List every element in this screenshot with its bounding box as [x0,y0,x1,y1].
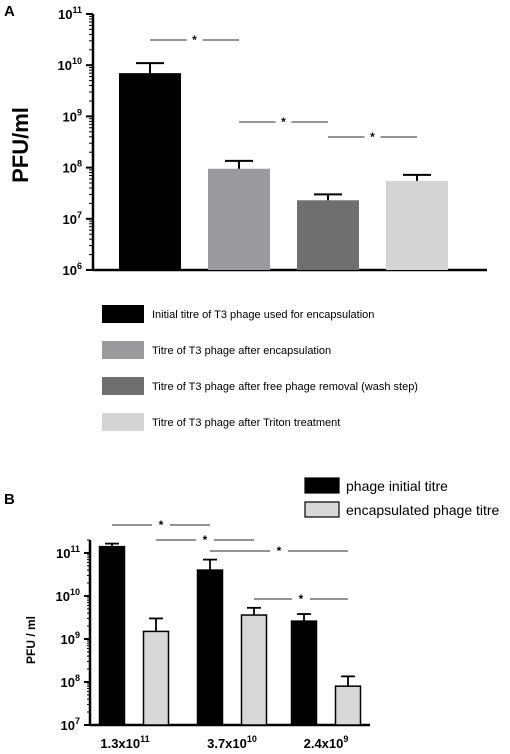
panel-b-bar [334,685,362,726]
panel-b-bar [98,545,126,726]
panel-b-tick-label: 109 [61,630,80,647]
panel-a-tick-label: 1010 [58,56,82,73]
panel-a-tick-label: 1011 [58,5,82,22]
panel-b-legend-swatch [304,501,340,518]
panel-b-significance-star: * [277,544,282,558]
panel-a-significance-star: * [192,33,197,47]
panel-b-letter: B [4,491,15,508]
panel-a-tick-label: 107 [63,210,82,227]
panel-a-chart: A PFU/ml 106 107 108 109 1010 1011 * * * [4,3,487,278]
panel-b-category-label: 3.7x1010 [207,734,257,751]
panel-a-bar [386,180,448,270]
panel-b-chart: B PFU / ml 107 108 109 1010 1011 * * * * 1.3x10… [4,491,370,751]
panel-a-y-axis-label: PFU/ml [8,107,33,183]
panel-b-significance-star: * [299,592,304,606]
panel-b-bar [196,569,224,726]
panel-a-tick-label: 106 [63,261,82,278]
panel-b-legend-swatch [304,477,340,494]
panel-b-tick-label: 1011 [56,544,80,561]
panel-b-bar [142,630,170,726]
panel-a-legend-label: Titre of T3 phage after free phage remov… [152,381,418,393]
panel-b-tick-label: 1010 [56,587,80,604]
panel-b-legend: phage initial titre encapsulated phage ti… [304,477,500,518]
panel-b-category-label: 1.3x1011 [100,734,149,751]
panel-a-legend-swatch [102,341,144,359]
panel-a-legend-label: Titre of T3 phage after encapsulation [152,345,331,357]
panel-b-y-axis-label: PFU / ml [24,616,38,664]
panel-b-significance-star: * [203,533,208,547]
panel-a-bar [297,200,359,270]
panel-a-bar [208,168,270,270]
panel-b-tick-label: 108 [61,673,80,690]
panel-b-legend-label: encapsulated phage titre [346,502,500,518]
panel-b-bar [240,614,268,726]
panel-a-legend-swatch [102,413,144,431]
panel-a-legend-label: Initial titre of T3 phage used for encap… [152,309,374,321]
panel-a-legend-label: Titre of T3 phage after Triton treatment [152,417,340,429]
panel-a-tick-label: 109 [63,107,82,124]
panel-a-legend-swatch [102,305,144,323]
panel-a-legend-swatch [102,377,144,395]
panel-b-legend-label: phage initial titre [346,478,448,494]
panel-b-bar [290,620,318,726]
panel-b-significance-star: * [159,518,164,532]
panel-b-category-label: 2.4x109 [304,734,349,751]
panel-a-bar [119,73,181,270]
panel-a-tick-label: 108 [63,159,82,176]
panel-a-significance-star: * [370,130,375,144]
panel-a-significance-star: * [281,115,286,129]
panel-b-tick-label: 107 [61,716,80,733]
panel-a-legend: Initial titre of T3 phage used for encap… [102,305,418,431]
panel-a-letter: A [4,3,15,20]
